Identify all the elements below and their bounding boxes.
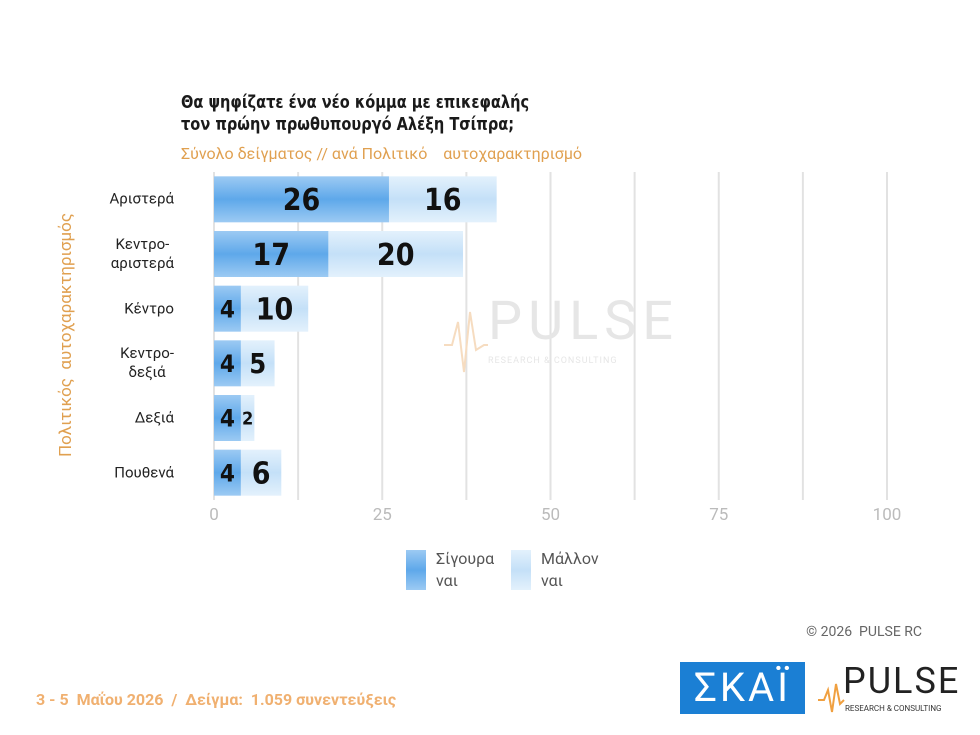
bar-segment	[214, 395, 241, 441]
legend-label: Σίγουρα ναι	[436, 549, 495, 590]
x-tick-label: 25	[372, 505, 392, 525]
skai-logo: ΣΚΑΪ	[680, 662, 805, 714]
data-label: 17	[252, 238, 290, 273]
bar-segment	[328, 231, 464, 277]
chart-title: Θα ψηφίζατε ένα νέο κόμμα με επικεφαλής …	[181, 92, 530, 135]
data-label: 2	[242, 409, 253, 430]
data-label: 10	[256, 292, 294, 327]
x-tick-label: 0	[209, 505, 219, 525]
category-label: Κεντρο- αριστερά	[110, 235, 174, 272]
data-label: 16	[424, 183, 462, 218]
chart-subtitle: Σύνολο δείγματος // ανά Πολιτικό αυτοχαρ…	[181, 144, 583, 163]
footer: 3 - 5 Μαΐου 2026 / Δείγμα: 1.059 συνεντε…	[36, 690, 397, 709]
y-axis-label: Πολιτικός αυτοχαρακτηρισμός	[56, 212, 76, 458]
copyright: © 2026 PULSE RC	[806, 624, 922, 640]
bar-segment	[214, 340, 241, 387]
pulse-logo: PULSE	[843, 660, 961, 702]
x-tick-label: 75	[709, 505, 729, 525]
bar-segment	[214, 231, 329, 277]
bar-segment	[214, 449, 241, 496]
legend-swatch	[511, 550, 531, 590]
data-label: 6	[252, 456, 271, 491]
data-label: 26	[283, 183, 321, 218]
watermark-tagline: RESEARCH & CONSULTING	[488, 356, 618, 366]
bar-segment	[388, 176, 497, 223]
x-tick-label: 100	[872, 505, 902, 525]
bar-segment	[240, 285, 309, 332]
watermark: PULSE	[488, 290, 679, 353]
category-label: Πουθενά	[114, 463, 174, 482]
watermark-pulse	[444, 311, 488, 373]
legend-swatch	[406, 550, 426, 590]
category-label: Κεντρο- δεξιά	[120, 344, 174, 382]
data-label: 5	[249, 349, 266, 380]
pulse-tagline: RESEARCH & CONSULTING	[845, 704, 942, 713]
data-label: 20	[377, 238, 415, 273]
bar-segment	[214, 285, 241, 332]
bar-segment	[214, 176, 389, 223]
data-label: 4	[220, 350, 235, 378]
data-label: 4	[220, 295, 235, 323]
data-label: 4	[220, 405, 235, 433]
bar-segment	[240, 449, 282, 496]
bar-segment	[240, 340, 275, 387]
category-label: Αριστερά	[109, 189, 174, 208]
category-label: Κέντρο	[124, 299, 174, 318]
logo-pulse	[818, 683, 845, 713]
category-label: Δεξιά	[134, 408, 174, 427]
legend-label: Μάλλον ναι	[541, 549, 599, 590]
x-tick-label: 50	[540, 505, 561, 525]
bar-segment	[240, 395, 255, 441]
data-label: 4	[220, 459, 235, 487]
